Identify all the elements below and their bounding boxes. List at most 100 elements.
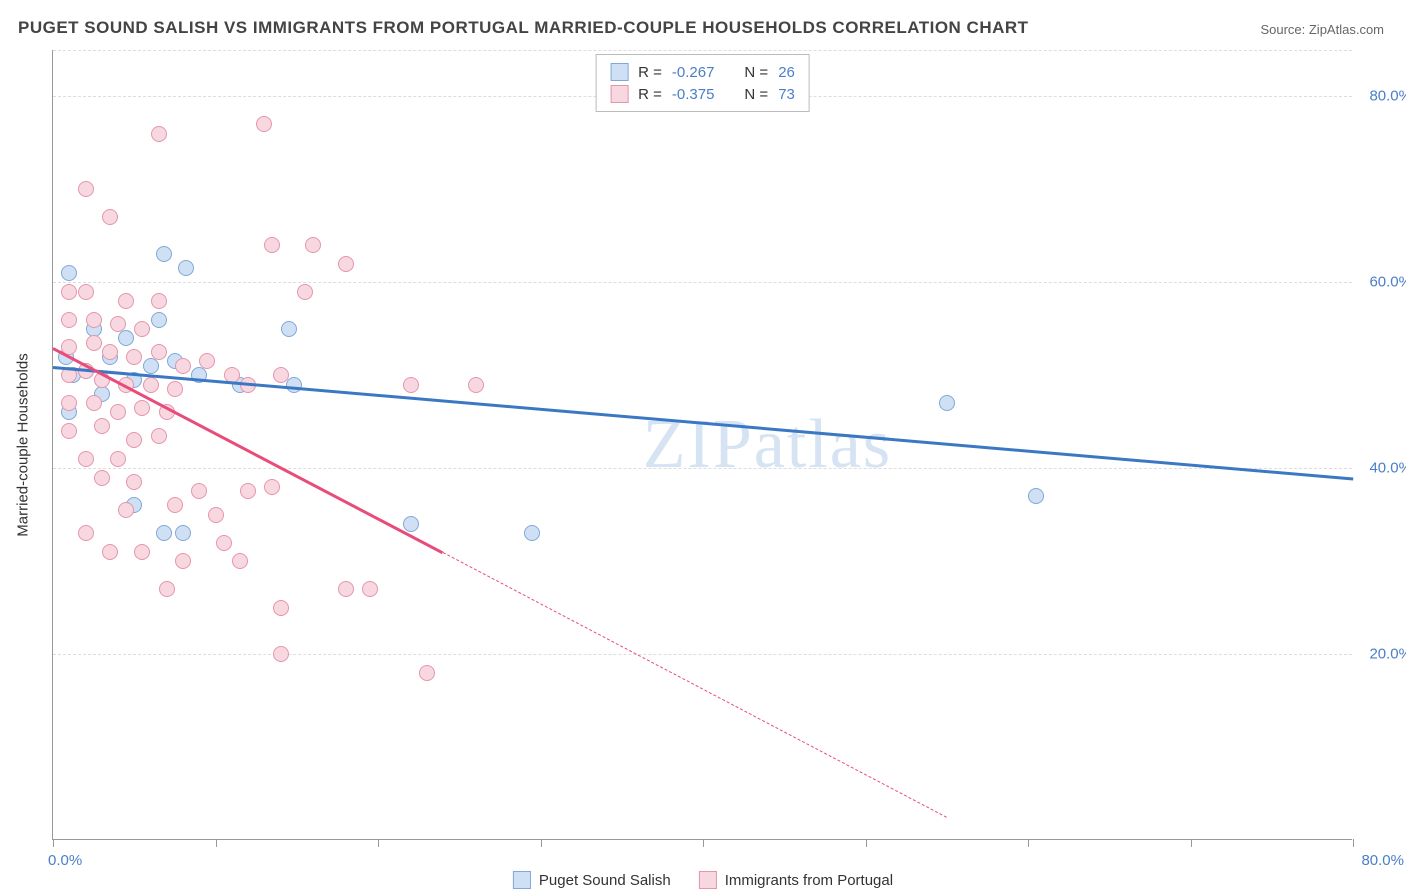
- data-point: [118, 293, 134, 309]
- x-tick: [1028, 839, 1029, 847]
- legend-swatch: [699, 871, 717, 889]
- data-point: [78, 451, 94, 467]
- data-point: [199, 353, 215, 369]
- x-tick: [1191, 839, 1192, 847]
- data-point: [61, 395, 77, 411]
- data-point: [134, 321, 150, 337]
- data-point: [151, 293, 167, 309]
- data-point: [151, 126, 167, 142]
- data-point: [338, 256, 354, 272]
- data-point: [175, 525, 191, 541]
- legend-item: Immigrants from Portugal: [699, 871, 893, 889]
- data-point: [102, 344, 118, 360]
- data-point: [78, 284, 94, 300]
- legend-swatch: [513, 871, 531, 889]
- n-value: 26: [778, 64, 795, 81]
- data-point: [151, 344, 167, 360]
- n-label: N =: [744, 64, 768, 81]
- data-point: [134, 400, 150, 416]
- x-tick-first: 0.0%: [48, 852, 82, 869]
- x-tick: [866, 839, 867, 847]
- data-point: [286, 377, 302, 393]
- data-point: [264, 479, 280, 495]
- data-point: [94, 470, 110, 486]
- data-point: [191, 483, 207, 499]
- legend-label: Immigrants from Portugal: [725, 872, 893, 889]
- gridline: [53, 654, 1352, 655]
- y-axis-label: Married-couple Households: [15, 353, 32, 536]
- data-point: [175, 358, 191, 374]
- x-tick: [541, 839, 542, 847]
- series-legend: Puget Sound Salish Immigrants from Portug…: [513, 871, 893, 889]
- data-point: [61, 265, 77, 281]
- data-point: [240, 483, 256, 499]
- y-tick-label: 20.0%: [1369, 646, 1406, 663]
- y-tick-label: 80.0%: [1369, 88, 1406, 105]
- data-point: [1028, 488, 1044, 504]
- data-point: [159, 581, 175, 597]
- data-point: [362, 581, 378, 597]
- data-point: [86, 395, 102, 411]
- data-point: [78, 525, 94, 541]
- x-tick: [1353, 839, 1354, 847]
- data-point: [94, 418, 110, 434]
- x-tick: [53, 839, 54, 847]
- data-point: [110, 451, 126, 467]
- data-point: [468, 377, 484, 393]
- r-value: -0.267: [672, 64, 715, 81]
- data-point: [264, 237, 280, 253]
- legend-swatch: [610, 63, 628, 81]
- data-point: [167, 497, 183, 513]
- data-point: [118, 330, 134, 346]
- data-point: [143, 377, 159, 393]
- data-point: [156, 525, 172, 541]
- data-point: [338, 581, 354, 597]
- data-point: [232, 553, 248, 569]
- watermark: ZIPatlas: [643, 405, 892, 485]
- legend-item: Puget Sound Salish: [513, 871, 671, 889]
- x-tick-last: 80.0%: [1361, 852, 1404, 869]
- data-point: [134, 544, 150, 560]
- stats-legend-row: R = -0.267 N = 26: [610, 61, 795, 83]
- data-point: [208, 507, 224, 523]
- y-tick-label: 60.0%: [1369, 274, 1406, 291]
- data-point: [216, 535, 232, 551]
- data-point: [419, 665, 435, 681]
- gridline: [53, 50, 1352, 51]
- x-tick: [703, 839, 704, 847]
- data-point: [156, 246, 172, 262]
- data-point: [178, 260, 194, 276]
- data-point: [151, 428, 167, 444]
- data-point: [281, 321, 297, 337]
- data-point: [143, 358, 159, 374]
- data-point: [297, 284, 313, 300]
- n-value: 73: [778, 86, 795, 103]
- data-point: [305, 237, 321, 253]
- r-label: R =: [638, 86, 662, 103]
- data-point: [273, 646, 289, 662]
- legend-swatch: [610, 85, 628, 103]
- data-point: [126, 349, 142, 365]
- data-point: [403, 377, 419, 393]
- data-point: [273, 367, 289, 383]
- data-point: [102, 209, 118, 225]
- data-point: [86, 335, 102, 351]
- plot-area: Married-couple Households ZIPatlas 20.0%…: [52, 50, 1352, 840]
- data-point: [86, 312, 102, 328]
- r-value: -0.375: [672, 86, 715, 103]
- data-point: [118, 502, 134, 518]
- data-point: [126, 474, 142, 490]
- data-point: [78, 181, 94, 197]
- legend-label: Puget Sound Salish: [539, 872, 671, 889]
- r-label: R =: [638, 64, 662, 81]
- x-tick: [378, 839, 379, 847]
- data-point: [524, 525, 540, 541]
- data-point: [102, 544, 118, 560]
- trend-line: [53, 366, 1353, 480]
- data-point: [167, 381, 183, 397]
- y-tick-label: 40.0%: [1369, 460, 1406, 477]
- data-point: [61, 312, 77, 328]
- stats-legend-row: R =-0.375N =73: [610, 83, 795, 105]
- data-point: [175, 553, 191, 569]
- source-label: Source: ZipAtlas.com: [1260, 22, 1384, 37]
